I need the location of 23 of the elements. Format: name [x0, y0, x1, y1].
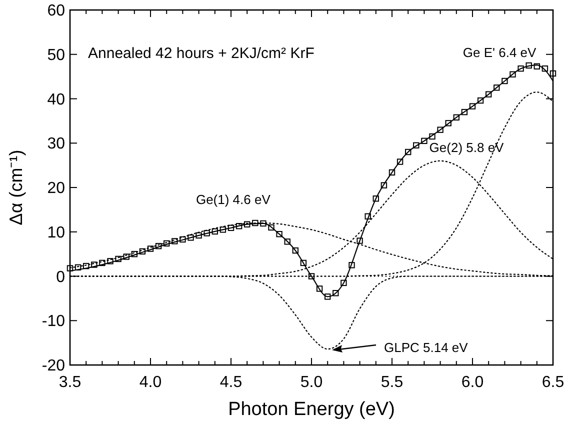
x-tick-label: 4.5	[220, 374, 242, 391]
x-tick-label: 6.5	[542, 374, 564, 391]
annotation: Ge(1) 4.6 eV	[196, 192, 271, 207]
annotation: Ge(2) 5.8 eV	[429, 140, 504, 155]
y-tick-label: 0	[56, 268, 66, 286]
annotation: Annealed 42 hours + 2KJ/cm² KrF	[88, 45, 314, 62]
y-tick-label: 60	[47, 2, 66, 20]
y-tick-label: -10	[42, 313, 66, 330]
x-axis-title: Photon Energy (eV)	[228, 399, 395, 420]
y-tick-label: -20	[42, 358, 66, 374]
x-tick-label: 5.5	[380, 374, 404, 391]
y-tick-label: 50	[47, 46, 66, 64]
y-tick-label: 30	[47, 136, 66, 153]
x-tick-label: 4.0	[139, 374, 162, 391]
annotation: Ge E' 6.4 eV	[462, 45, 537, 60]
y-tick-label: 40	[47, 91, 66, 108]
y-tick-label: 10	[47, 224, 66, 242]
x-tick-label: 6.0	[461, 374, 484, 391]
y-axis-title: Δα (cm⁻¹)	[6, 150, 26, 226]
annotation: GLPC 5.14 eV	[384, 340, 468, 355]
x-tick-label: 3.5	[58, 374, 82, 391]
y-tick-label: 20	[47, 180, 66, 197]
x-tick-label: 5.0	[300, 374, 323, 391]
